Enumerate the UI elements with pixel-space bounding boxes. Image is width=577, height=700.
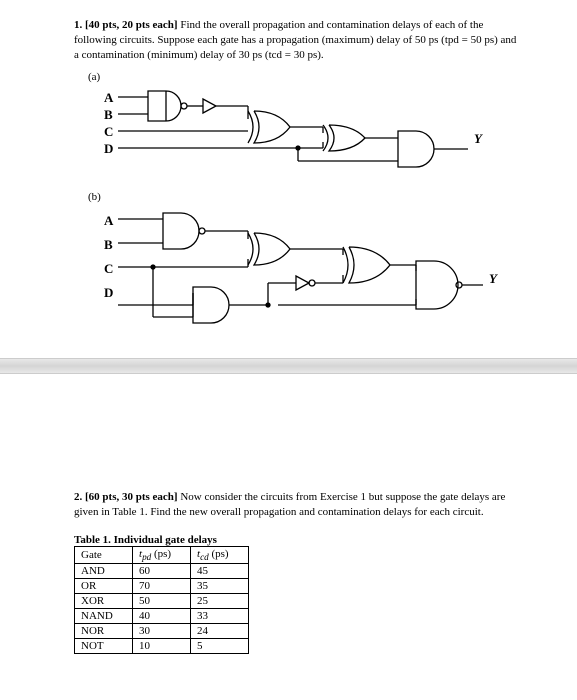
input-c: C: [104, 123, 113, 140]
circuit-b-diagram: A B C D: [104, 209, 523, 339]
circuit-a-diagram: A B C D: [104, 89, 523, 189]
problem1-heading: 1. [40 pts, 20 pts each]: [74, 19, 178, 31]
output-y-a: Y: [474, 131, 482, 147]
problem1-text: 1. [40 pts, 20 pts each] Find the overal…: [74, 18, 523, 63]
input-d2: D: [104, 281, 113, 305]
table-title: Table 1. Individual gate delays: [74, 534, 523, 546]
col-tpd: tpd (ps): [133, 546, 191, 563]
output-y-b: Y: [489, 271, 497, 287]
gate-delays-table: Gate tpd (ps) tcd (ps) AND6045 OR7035 XO…: [74, 546, 249, 654]
input-a2: A: [104, 209, 113, 233]
input-b: B: [104, 106, 113, 123]
input-b2: B: [104, 233, 113, 257]
table-row: NOT105: [75, 638, 249, 653]
input-a: A: [104, 89, 113, 106]
problem2-heading: 2. [60 pts, 30 pts each]: [74, 491, 178, 503]
table-row: OR7035: [75, 578, 249, 593]
page-divider: [0, 358, 577, 374]
problem2-text: 2. [60 pts, 30 pts each] Now consider th…: [74, 490, 523, 520]
table-row: NAND4033: [75, 608, 249, 623]
table-row: NOR3024: [75, 623, 249, 638]
part-a-label: (a): [88, 71, 523, 83]
table-row: XOR5025: [75, 593, 249, 608]
col-tcd: tcd (ps): [191, 546, 249, 563]
table-row: AND6045: [75, 563, 249, 578]
part-b-label: (b): [88, 191, 523, 203]
table-header-row: Gate tpd (ps) tcd (ps): [75, 546, 249, 563]
col-gate: Gate: [75, 546, 133, 563]
input-d: D: [104, 140, 113, 157]
input-c2: C: [104, 257, 113, 281]
